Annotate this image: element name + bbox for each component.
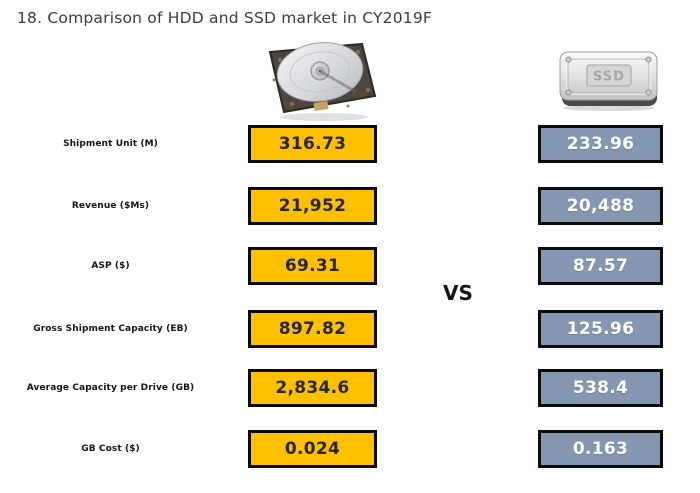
metric-row: ASP ($) 69.31 87.57 — [0, 247, 700, 285]
hdd-value-box: 316.73 — [248, 125, 377, 163]
ssd-value-box: 20,488 — [538, 187, 663, 225]
metric-row: GB Cost ($) 0.024 0.163 — [0, 430, 700, 468]
metric-label: Shipment Unit (M) — [63, 139, 158, 149]
hdd-value-box: 2,834.6 — [248, 369, 377, 407]
metric-row: Gross Shipment Capacity (EB) 897.82 125.… — [0, 310, 700, 348]
ssd-value-box: 538.4 — [538, 369, 663, 407]
ssd-value-box: 233.96 — [538, 125, 663, 163]
hdd-value-box: 0.024 — [248, 430, 377, 468]
metric-label: ASP ($) — [91, 261, 130, 271]
page-title: 18. Comparison of HDD and SSD market in … — [17, 9, 433, 27]
metric-row: Shipment Unit (M) 316.73 233.96 — [0, 125, 700, 163]
hdd-drive-icon — [268, 42, 377, 121]
metric-label: GB Cost ($) — [81, 444, 140, 454]
hdd-value-box: 897.82 — [248, 310, 377, 348]
metric-label: Gross Shipment Capacity (EB) — [33, 324, 188, 334]
ssd-value-box: 125.96 — [538, 310, 663, 348]
metric-row: Average Capacity per Drive (GB) 2,834.6 … — [0, 369, 700, 407]
vs-label: VS — [443, 281, 473, 305]
metric-row: Revenue ($Ms) 21,952 20,488 — [0, 187, 700, 225]
metric-label: Revenue ($Ms) — [71, 201, 150, 211]
ssd-value-box: 0.163 — [538, 430, 663, 468]
hdd-value-box: 69.31 — [248, 247, 377, 285]
ssd-device-label: SSD — [593, 70, 625, 85]
metric-label: Average Capacity per Drive (GB) — [26, 383, 195, 393]
ssd-value-box: 87.57 — [538, 247, 663, 285]
hdd-value-box: 21,952 — [248, 187, 377, 225]
ssd-drive-icon: SSD — [559, 51, 658, 111]
